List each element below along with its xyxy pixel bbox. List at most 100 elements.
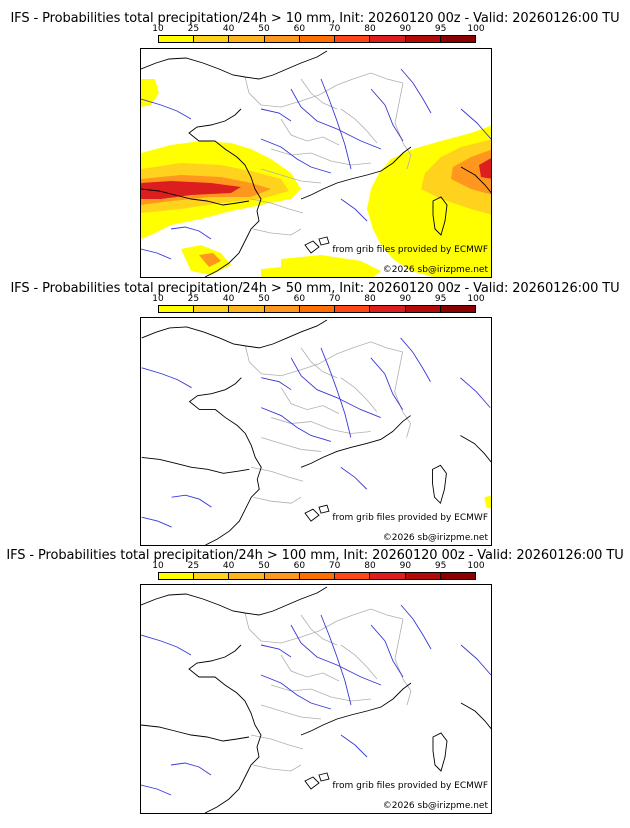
precip-probability-area [141, 79, 159, 107]
coastline [141, 586, 328, 616]
river [340, 198, 368, 222]
scale-tick-label: 80 [364, 24, 376, 34]
scale-color-segment [159, 573, 195, 579]
scale-ticks: 10 25 40 50 60 70 80 90 95 100 [152, 561, 484, 571]
panel-50mm: IFS - Probabilities total precipitation/… [0, 270, 630, 550]
river [370, 357, 404, 410]
coastline [304, 776, 320, 790]
river [260, 674, 332, 710]
scale-tick-label: 95 [434, 561, 447, 571]
admin-border [340, 108, 378, 144]
river [290, 88, 382, 150]
coastline [432, 732, 448, 772]
scale-color-segment [194, 573, 230, 579]
river [261, 407, 332, 442]
scale-bar [158, 305, 476, 313]
scale-tick-label: 100 [467, 24, 485, 34]
coastline [318, 236, 330, 246]
precip-map: from grib files provided by ECMWF ©2026 … [140, 48, 492, 278]
admin-border [280, 654, 340, 682]
admin-border [252, 228, 302, 236]
precip-probability-area [141, 181, 241, 199]
scale-color-segment [299, 306, 336, 312]
river [141, 784, 172, 796]
scale-tick-label: 10 [152, 294, 164, 304]
coastline [318, 504, 330, 514]
credit-source: from grib files provided by ECMWF [332, 245, 488, 255]
scale-tick-label: 40 [222, 561, 235, 571]
scale-color-segment [370, 573, 406, 579]
scale-tick-label: 40 [222, 294, 235, 304]
admin-border [251, 466, 304, 482]
scale-color-segment [299, 573, 336, 579]
precip-map: from grib files provided by ECMWF ©2026 … [140, 317, 492, 546]
river [400, 337, 431, 382]
scale-color-segment [440, 36, 475, 42]
admin-border [260, 168, 322, 184]
admin-border [252, 764, 302, 772]
admin-border [280, 118, 340, 146]
scale-tick-label: 70 [328, 561, 341, 571]
admin-border [340, 377, 378, 412]
river [260, 138, 332, 174]
river [320, 347, 352, 438]
scale-color-segment [229, 36, 265, 42]
scale-tick-label: 80 [364, 294, 376, 304]
coastline [300, 415, 411, 468]
map-canvas [141, 50, 491, 277]
scale-bar [158, 572, 476, 580]
river [460, 108, 491, 140]
river [141, 98, 192, 120]
scale-tick-label: 25 [187, 24, 200, 34]
admin-border [394, 618, 412, 706]
credit-copyright: ©2026 sb@irizpme.net [382, 801, 488, 811]
scale-color-segment [335, 306, 371, 312]
river [400, 68, 432, 114]
admin-border [244, 341, 403, 377]
scale-color-segment [299, 36, 336, 42]
admin-border [340, 644, 378, 680]
coastline [304, 240, 320, 254]
scale-color-segment [159, 306, 195, 312]
river [400, 604, 432, 650]
river [171, 494, 212, 508]
river [260, 644, 292, 658]
coastline [318, 772, 330, 782]
river [460, 377, 491, 408]
map-canvas [141, 319, 491, 545]
admin-border [253, 496, 302, 504]
panel-100mm: IFS - Probabilities total precipitation/… [0, 537, 630, 827]
river [290, 624, 382, 686]
scale-color-segment [405, 573, 441, 579]
panel-title: IFS - Probabilities total precipitation/… [10, 281, 620, 296]
river [141, 516, 172, 528]
precip-probability-area [451, 149, 491, 195]
scale-tick-label: 70 [328, 24, 341, 34]
panel-title: IFS - Probabilities total precipitation/… [10, 11, 620, 26]
coastline [300, 146, 412, 200]
coastline [460, 166, 491, 194]
river [141, 248, 172, 260]
scale-tick-label: 95 [434, 294, 447, 304]
river [170, 762, 212, 776]
scale-color-segment [194, 36, 230, 42]
river [261, 377, 292, 391]
scale-tick-label: 80 [364, 561, 376, 571]
scale-color-segment [405, 36, 441, 42]
admin-border [394, 351, 412, 438]
scale-color-segment [264, 36, 300, 42]
scale-tick-label: 25 [187, 294, 200, 304]
scale-tick-label: 10 [152, 24, 164, 34]
scale-tick-label: 60 [293, 561, 306, 571]
map-canvas [141, 586, 491, 813]
coastline [300, 682, 412, 736]
scale-color-segment [264, 306, 300, 312]
river [170, 226, 212, 240]
coastline [304, 508, 320, 522]
admin-border [250, 734, 304, 750]
admin-border [300, 347, 338, 379]
scale-color-segment [159, 36, 195, 42]
river [320, 78, 352, 170]
color-scale: 10 25 40 50 60 70 80 90 95 100 [152, 294, 485, 314]
scale-color-segment [370, 306, 406, 312]
